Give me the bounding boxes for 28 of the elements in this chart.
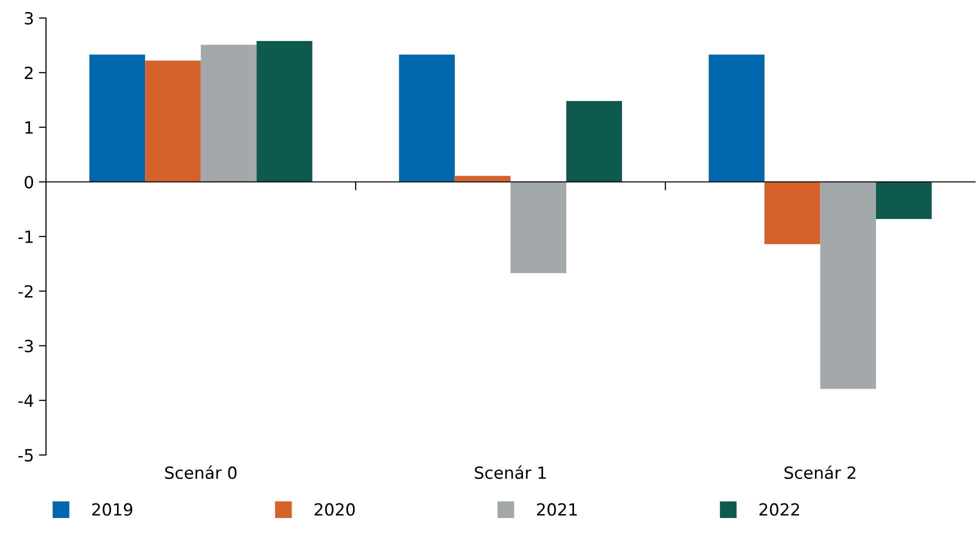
x-tick-label: Scenár 1 (474, 465, 546, 480)
x-tick-label: Scenár 2 (784, 465, 856, 480)
bar (399, 54, 455, 182)
y-tick-label: 1 (25, 121, 33, 134)
legend-label: 2022 (759, 503, 800, 516)
y-tick-label: -3 (18, 340, 33, 352)
bar (89, 54, 146, 182)
bar (820, 182, 876, 389)
bar (454, 176, 511, 182)
legend-label: 2019 (92, 503, 132, 516)
y-tick-label: -1 (18, 230, 33, 243)
legend-label: 2021 (537, 503, 577, 516)
y-tick-label: 2 (24, 66, 33, 79)
legend-label: 2020 (314, 503, 355, 516)
bar (256, 40, 312, 182)
bar (566, 101, 622, 182)
x-tick-label: Scenár 0 (165, 465, 236, 480)
bar (510, 182, 566, 274)
bar (708, 54, 764, 182)
bar (764, 182, 820, 244)
y-tick-label: -5 (18, 449, 33, 462)
y-tick-label: 3 (24, 12, 33, 25)
y-tick-label: -4 (18, 394, 34, 407)
bar (200, 44, 257, 182)
bar (145, 60, 201, 182)
y-tick-label: 0 (24, 176, 34, 188)
bar (876, 182, 932, 220)
y-tick-label: -2 (18, 285, 33, 298)
